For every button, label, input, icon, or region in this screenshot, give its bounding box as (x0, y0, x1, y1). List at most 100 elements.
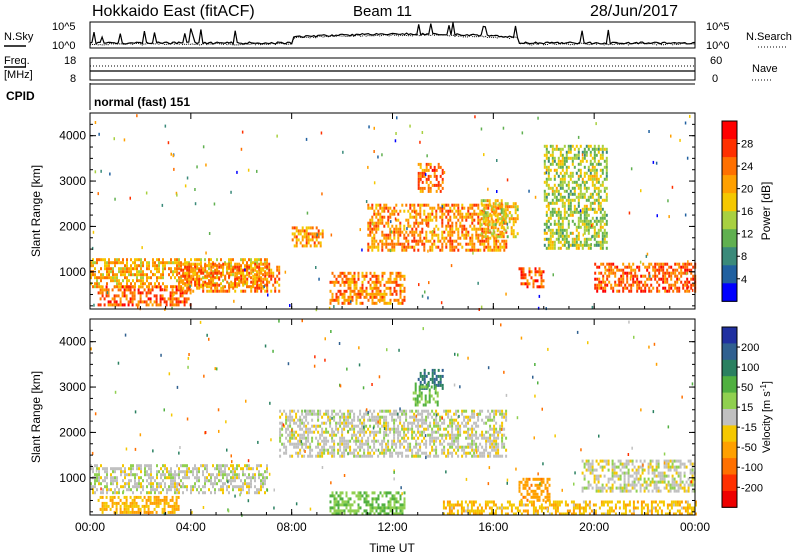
power-echo-cell (557, 147, 560, 151)
power-echo-cell (642, 289, 645, 293)
power-echo-cell (479, 218, 482, 222)
power-echo-cell (682, 283, 685, 287)
nave-tick-bottom: 0 (712, 73, 718, 85)
velocity-echo-cell (106, 485, 108, 489)
power-echo-cell (620, 280, 623, 284)
power-echo-cell (162, 267, 164, 271)
power-echo-cell (98, 276, 100, 280)
power-echo-cell (371, 286, 374, 290)
power-echo-cell (485, 203, 488, 207)
power-echo-cell (106, 261, 108, 265)
velocity-echo-cell (311, 409, 314, 413)
power-echo-cell (481, 239, 484, 243)
velocity-echo-cell (106, 476, 108, 480)
power-echoes (90, 114, 697, 312)
power-speckle-cell (506, 178, 509, 182)
velocity-echo-cell (483, 454, 486, 458)
power-echo-cell (600, 286, 603, 290)
power-echo-cell (212, 271, 215, 275)
power-echo-cell (365, 286, 368, 290)
power-echo-cell (435, 212, 438, 216)
velocity-echo-cell (475, 454, 478, 458)
velocity-echo-cell (457, 448, 460, 452)
velocity-echo-cell (252, 476, 254, 480)
velocity-echo-cell (349, 409, 352, 413)
power-echo-cell (305, 244, 308, 248)
velocity-echo-cell (321, 421, 324, 425)
power-echo-cell (236, 283, 239, 287)
power-echo-cell (121, 294, 124, 298)
power-echo-cell (377, 212, 380, 216)
velocity-echo-cell (465, 421, 468, 425)
power-speckle-cell (671, 185, 674, 189)
velocity-echo-cell (367, 436, 370, 440)
power-echo-cell (397, 271, 400, 275)
power-echo-cell (583, 180, 586, 184)
power-echo-cell (156, 270, 158, 274)
power-echo-cell (496, 235, 499, 239)
power-speckle-cell (684, 213, 687, 217)
velocity-echo-cell (175, 495, 178, 499)
power-echo-cell (445, 245, 448, 249)
power-echo-cell (307, 238, 310, 242)
velocity-echo-cell (349, 421, 352, 425)
power-echo-cell (451, 227, 454, 231)
velocity-echo-cell (403, 445, 406, 449)
power-echo-cell (660, 265, 663, 269)
power-echo-cell (301, 229, 304, 233)
power-echo-cell (543, 171, 546, 175)
power-echo-cell (569, 198, 572, 202)
power-echo-cell (563, 144, 566, 148)
velocity-echo-cell (289, 421, 292, 425)
power-echo-cell (427, 174, 430, 178)
velocity-echo-cell (158, 491, 160, 495)
power-echo-cell (383, 292, 386, 296)
velocity-echo-cell (461, 445, 464, 449)
power-echo-cell (499, 230, 502, 234)
velocity-echo-cell (291, 433, 294, 437)
velocity-echo-cell (399, 430, 402, 434)
power-echo-cell (620, 277, 623, 281)
velocity-echo-cell (375, 433, 378, 437)
power-echo-cell (112, 273, 114, 277)
velocity-echo-cell (157, 501, 160, 505)
power-echo-cell (373, 212, 376, 216)
velocity-echo-cell (182, 485, 184, 489)
power-echo-cell (134, 273, 136, 277)
velocity-echo-cell (363, 454, 366, 458)
power-echo-cell (349, 271, 352, 275)
power-echo-cell (674, 271, 677, 275)
velocity-echo-cell (349, 445, 352, 449)
velocity-echo-cell (116, 467, 118, 471)
power-echo-cell (545, 213, 548, 217)
power-echo-cell (549, 162, 552, 166)
power-echo-cell (347, 295, 350, 299)
power-echo-cell (585, 240, 588, 244)
power-echo-cell (183, 291, 186, 295)
velocity-echo-cell (240, 488, 242, 492)
power-echo-cell (490, 205, 493, 209)
power-echo-cell (345, 277, 348, 281)
power-echo-cell (228, 289, 231, 293)
velocity-echo-cell (143, 510, 146, 514)
velocity-echo-cell (319, 454, 322, 458)
power-echo-cell (482, 199, 485, 203)
velocity-echo-cell (293, 433, 296, 437)
power-echo-cell (387, 215, 390, 219)
power-echo-cell (371, 236, 374, 240)
power-echo-cell (656, 274, 659, 278)
power-echo-cell (134, 282, 136, 286)
power-echo-cell (604, 283, 607, 287)
power-echo-cell (264, 283, 267, 287)
power-echo-cell (598, 280, 601, 284)
power-echo-cell (449, 236, 452, 240)
velocity-echo-cell (150, 479, 152, 483)
power-echo-cell (595, 168, 598, 172)
power-speckle-cell (668, 215, 670, 219)
velocity-echo-cell (387, 424, 390, 428)
power-echo-cell (595, 177, 598, 181)
velocity-echo-cell (395, 409, 398, 413)
velocity-echo-cell (127, 504, 130, 508)
power-echo-cell (309, 244, 312, 248)
velocity-echo-cell (148, 467, 150, 471)
